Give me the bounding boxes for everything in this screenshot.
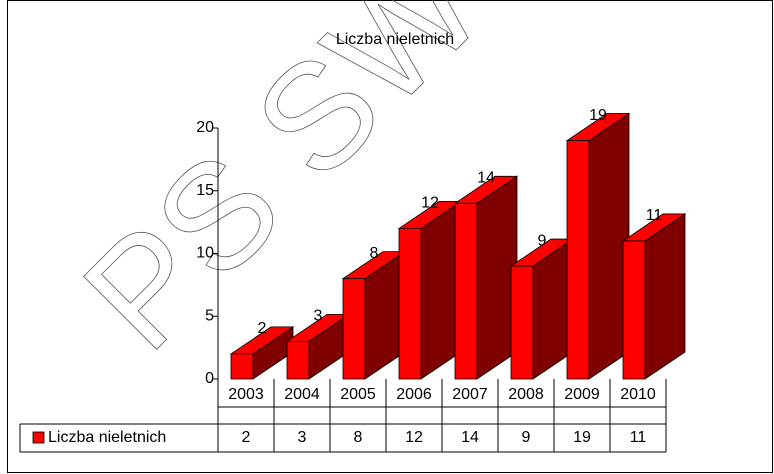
y-tick-label: 15 xyxy=(196,182,214,199)
y-tick-label: 20 xyxy=(196,119,214,136)
table-value: 14 xyxy=(461,429,479,446)
bar-front xyxy=(342,278,366,380)
bar xyxy=(229,326,295,380)
legend-swatch xyxy=(32,431,45,444)
x-tick-label: 2010 xyxy=(620,386,656,403)
bar-front xyxy=(398,227,422,380)
x-tick-label: 2005 xyxy=(340,386,376,403)
table-value: 12 xyxy=(405,429,423,446)
bar-side xyxy=(644,213,686,380)
table-value: 8 xyxy=(354,429,363,446)
x-tick-label: 2003 xyxy=(228,386,264,403)
data-label: 3 xyxy=(314,308,323,325)
table-value: 9 xyxy=(522,429,531,446)
y-tick-label: 5 xyxy=(205,307,214,324)
table-value: 2 xyxy=(242,429,251,446)
data-label: 12 xyxy=(421,195,439,212)
x-tick-label: 2008 xyxy=(508,386,544,403)
x-tick-label: 2007 xyxy=(452,386,488,403)
table-value: 3 xyxy=(298,429,307,446)
data-label: 19 xyxy=(589,107,607,124)
bar xyxy=(397,200,463,380)
bar-front xyxy=(454,202,478,380)
bar-front xyxy=(286,340,310,380)
legend-label: Liczba nieletnich xyxy=(48,429,166,446)
bar xyxy=(565,112,631,380)
bar-front xyxy=(510,265,534,380)
y-tick-label: 10 xyxy=(196,245,214,262)
table-value: 11 xyxy=(630,429,647,446)
bar-front xyxy=(230,353,254,380)
bar xyxy=(341,250,407,380)
table-value: 19 xyxy=(573,429,591,446)
bar xyxy=(453,175,519,380)
bar xyxy=(509,238,575,380)
data-label: 2 xyxy=(258,320,267,337)
chart-title: Liczba nieletnich xyxy=(336,31,454,48)
y-tick-label: 0 xyxy=(205,370,214,387)
data-label: 11 xyxy=(646,207,663,224)
x-tick-label: 2006 xyxy=(396,386,432,403)
bar xyxy=(285,313,351,380)
bar xyxy=(621,213,687,380)
x-tick-label: 2009 xyxy=(564,386,600,403)
data-label: 14 xyxy=(477,170,495,187)
bar-front xyxy=(566,140,590,380)
bar-front xyxy=(622,240,646,380)
data-label: 9 xyxy=(538,232,547,249)
data-label: 8 xyxy=(370,245,379,262)
x-tick-label: 2004 xyxy=(284,386,320,403)
